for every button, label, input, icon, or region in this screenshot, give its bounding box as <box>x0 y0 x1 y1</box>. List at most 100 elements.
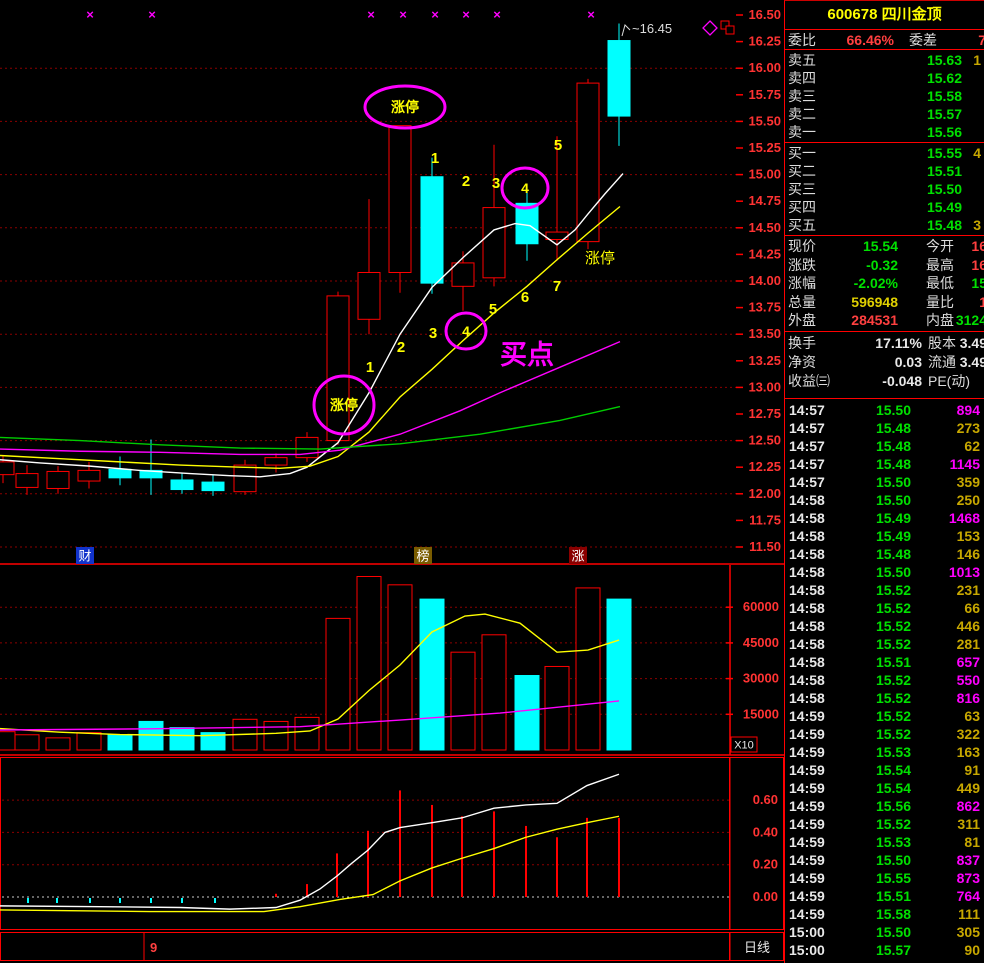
annotation-ellipse-label: 4 <box>462 323 470 339</box>
volume-bar <box>45 737 71 751</box>
tick-row: 14:58 15.49 1468 <box>789 510 980 526</box>
tick-row: 14:59 15.55 873 <box>789 870 980 886</box>
tick-row: 15:00 15.50 305 <box>789 924 980 940</box>
wave-number: 1 <box>366 359 374 376</box>
price-axis-label: 16.25 <box>748 34 781 49</box>
volume-bar <box>169 727 195 751</box>
volume-bar <box>450 651 476 751</box>
tick-row: 15:00 15.5 <box>785 959 984 963</box>
tick-list[interactable]: 14:57 15.50 894 14:57 15.48 273 14:57 15… <box>785 401 984 963</box>
high-price-tag: ~16.45 <box>632 21 672 36</box>
indicator-axis-label: 0.40 <box>753 824 778 839</box>
event-marker-icon: × <box>493 7 501 22</box>
wave-number: 5 <box>554 137 562 154</box>
price-axis-label: 14.50 <box>748 220 781 235</box>
price-axis-label: 12.00 <box>748 486 781 501</box>
chart-tab[interactable] <box>569 547 587 564</box>
tick-row: 14:58 15.52 816 <box>789 690 980 706</box>
wave-number: 2 <box>397 339 405 356</box>
restore-window-icon[interactable] <box>725 25 735 35</box>
kline-chart[interactable]: 16.50 16.25 16.00 15.75 15.50 15.25 15.00 14.75… <box>0 0 784 963</box>
bid-levels: 买一 15.55 4 买二 15.51 买三 15.50 买四 15.49 买五… <box>785 144 984 234</box>
period-button[interactable]: 日线 <box>744 940 770 955</box>
ask-row[interactable]: 卖一 15.56 <box>788 124 962 140</box>
detail-row: 涨幅 -2.02% 最低 15 <box>788 275 984 291</box>
bid-row[interactable]: 买一 15.55 4 <box>788 145 981 161</box>
weibi-value: 66.46% <box>846 32 894 48</box>
indicator-line <box>0 815 620 913</box>
event-marker-icon: × <box>399 7 407 22</box>
volume-ma-line <box>0 613 620 737</box>
tick-row: 14:59 15.51 764 <box>789 888 980 904</box>
fund-row: 净资 0.03 流通 3.49 <box>788 354 984 370</box>
period-button-box <box>729 932 784 961</box>
price-axis-label: 12.75 <box>748 406 781 421</box>
candle-body <box>201 481 225 492</box>
ask-row[interactable]: 卖五 15.63 1 <box>788 52 981 68</box>
bid-row[interactable]: 买三 15.50 <box>788 181 962 197</box>
tick-row: 14:59 15.54 449 <box>789 780 980 796</box>
indicator-frame <box>0 757 730 930</box>
weicha-value: 7 <box>978 32 984 48</box>
event-marker-icon: × <box>367 7 375 22</box>
bid-row[interactable]: 买四 15.49 <box>788 199 962 215</box>
price-axis-label: 13.25 <box>748 353 781 368</box>
indicator-axis-label: 0.00 <box>753 889 778 904</box>
wave-number: 6 <box>521 289 529 306</box>
tick-row: 14:59 15.52 322 <box>789 726 980 742</box>
candle-body <box>482 207 506 279</box>
tick-row: 14:59 15.50 837 <box>789 852 980 868</box>
tick-row: 14:57 15.48 1145 <box>789 456 980 472</box>
candle-body <box>451 262 475 287</box>
chart-tab-label: 榜 <box>416 549 429 564</box>
chart-tab[interactable] <box>76 547 94 564</box>
volume-unit-label: X10 <box>734 740 754 752</box>
event-marker-icon: × <box>587 7 595 22</box>
tick-row: 14:58 15.51 657 <box>789 654 980 670</box>
volume-bar <box>356 575 382 751</box>
annotation-ellipse <box>312 374 376 436</box>
tick-row: 14:57 15.48 62 <box>789 438 980 454</box>
tick-row: 14:59 15.56 862 <box>789 798 980 814</box>
volume-axis-label: 30000 <box>743 671 779 686</box>
annotation-text: 涨停 <box>585 250 615 267</box>
chart-tab-label: 财 <box>78 549 91 564</box>
diamond-icon[interactable] <box>702 20 718 36</box>
price-axis-label: 13.50 <box>748 326 781 341</box>
ma-line <box>0 341 621 456</box>
tick-row: 14:59 15.53 163 <box>789 744 980 760</box>
wave-number: 7 <box>553 278 561 295</box>
price-axis-label: 16.00 <box>748 60 781 75</box>
volume-bar <box>575 587 601 751</box>
chart-tab[interactable] <box>414 547 432 564</box>
volume-bar <box>481 634 507 751</box>
volume-bar <box>14 734 40 751</box>
ask-row[interactable]: 卖三 15.58 <box>788 88 962 104</box>
tick-row: 14:58 15.52 281 <box>789 636 980 652</box>
volume-bar <box>107 734 133 751</box>
fund-grid: 换手 17.11% 股本 3.49 净资 0.03 流通 3.49 收益㈢ -0… <box>785 334 984 391</box>
indicator-axis-label: 0.20 <box>753 857 778 872</box>
stock-code: 600678 <box>827 6 878 23</box>
fund-row: 换手 17.11% 股本 3.49 <box>788 335 984 351</box>
tick-row: 14:58 15.49 153 <box>789 528 980 544</box>
ask-row[interactable]: 卖二 15.57 <box>788 106 962 122</box>
event-marker-icon: × <box>148 7 156 22</box>
annotation-ellipse <box>363 84 447 130</box>
tick-row: 14:58 15.50 250 <box>789 492 980 508</box>
tick-row: 14:59 15.52 311 <box>789 816 980 832</box>
volume-bar <box>325 617 351 751</box>
bid-row[interactable]: 买二 15.51 <box>788 163 962 179</box>
chart-tab-label: 涨 <box>571 549 584 564</box>
bid-row[interactable]: 买五 15.48 3 <box>788 217 981 233</box>
restore-window-icon[interactable] <box>720 20 730 30</box>
annotation-text: 买点 <box>500 340 554 370</box>
weicha-label: 委差 <box>909 32 937 48</box>
volume-bar <box>200 732 226 751</box>
ask-row[interactable]: 卖四 15.62 <box>788 70 962 86</box>
candle-body <box>326 295 350 442</box>
volume-axis-label: 60000 <box>743 599 779 614</box>
detail-row: 外盘 284531 内盘 3124 <box>788 312 984 328</box>
wave-number: 5 <box>489 301 497 318</box>
